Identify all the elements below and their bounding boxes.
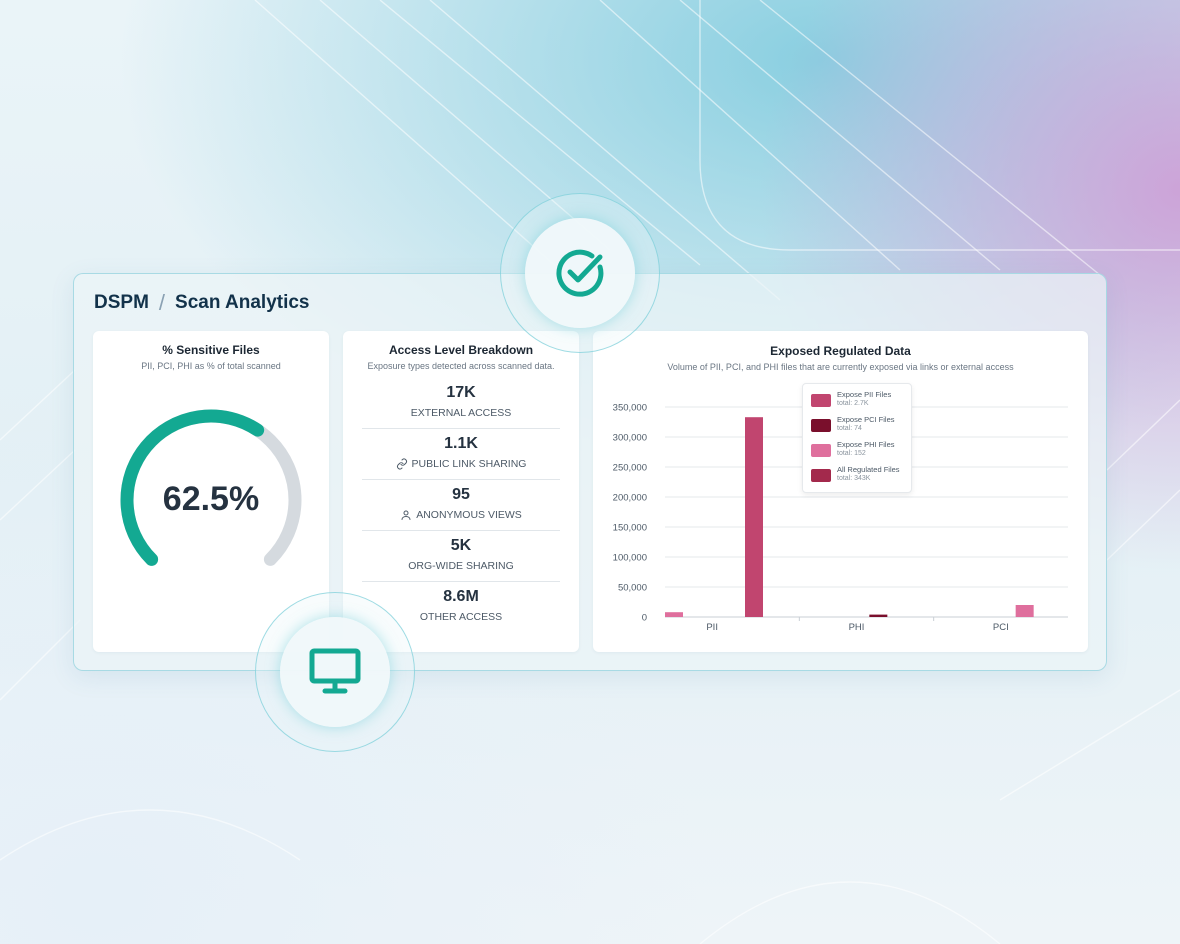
bar-phi [869,614,888,617]
y-tick-label: 0 [642,613,647,624]
breadcrumb-current: Scan Analytics [175,292,310,313]
access-value: 95 [452,486,470,503]
access-item-other[interactable]: 8.6M OTHER ACCESS [362,582,560,633]
legend-swatch [811,444,831,457]
legend-swatch [811,469,831,482]
legend-total: total: 343K [837,475,871,482]
legend-name: Expose PII Files [837,390,892,399]
access-value: 1.1K [444,435,478,452]
bar-pii [665,612,683,617]
access-label-row: EXTERNAL ACCESS [362,407,560,419]
legend-name: Expose PCI Files [837,415,895,424]
access-breakdown-card: Access Level Breakdown Exposure types de… [343,331,579,652]
bar-pii [745,417,763,617]
legend-item[interactable]: Expose PHI Files total: 152 [811,440,911,465]
sensitive-files-subtitle: PII, PCI, PHI as % of total scanned [141,361,281,371]
access-label-row: PUBLIC LINK SHARING [362,458,560,470]
access-item-public-link[interactable]: 1.1K PUBLIC LINK SHARING [362,429,560,480]
sensitive-files-title: % Sensitive Files [162,343,260,357]
exposed-data-card: 0 50,000 100,000 150,000 200,000 250,000 300,0… [593,331,1088,652]
gauge-fill [120,409,265,566]
legend-swatch [811,419,831,432]
legend-name: All Regulated Files [837,465,900,474]
exposed-data-title: Exposed Regulated Data [770,344,911,358]
access-label: ANONYMOUS VIEWS [416,509,522,521]
exposed-data-chart: 0 50,000 100,000 150,000 200,000 250,000 300,0… [613,403,1068,633]
sensitive-files-gauge [120,409,302,566]
y-tick-label: 250,000 [613,463,647,474]
y-tick-label: 150,000 [613,523,647,534]
legend-name: Expose PHI Files [837,440,895,449]
y-tick-label: 50,000 [618,583,647,594]
breadcrumb: DSPM / Scan Analytics [94,290,310,316]
access-breakdown-subtitle: Exposure types detected across scanned d… [367,361,555,371]
legend-item[interactable]: Expose PII Files total: 2.7K [811,390,911,415]
y-tick-label: 300,000 [613,433,647,444]
legend-item[interactable]: Expose PCI Files total: 74 [811,415,911,440]
legend-item[interactable]: All Regulated Files total: 343K [811,465,911,490]
scan-analytics-panel: DSPM / Scan Analytics % Sensitive Files … [73,273,1107,671]
access-value: 5K [450,537,472,554]
breadcrumb-separator: / [158,290,166,315]
access-label-row: ORG-WIDE SHARING [362,560,560,572]
y-tick-label: 350,000 [613,403,647,414]
chart-legend: Expose PII Files total: 2.7K Expose PCI … [802,383,912,493]
access-item-external[interactable]: 17K EXTERNAL ACCESS [362,378,560,429]
access-label: ORG-WIDE SHARING [408,560,514,572]
sensitive-files-value: 62.5% [162,480,260,518]
monitor-icon [309,648,361,694]
access-value: 8.6M [443,588,479,605]
x-tick-label: PII [706,622,718,633]
access-list: 17K EXTERNAL ACCESS 1.1K PUBLIC LINK SHA… [362,378,560,633]
bar-pci [1015,605,1034,617]
legend-total: total: 152 [837,450,866,457]
monitor-badge [255,592,415,752]
y-tick-label: 200,000 [613,493,647,504]
access-item-org-wide[interactable]: 5K ORG-WIDE SHARING [362,531,560,582]
y-tick-label: 100,000 [613,553,647,564]
check-circle-icon [556,249,604,297]
x-tick-label: PCI [993,622,1009,633]
check-badge-inner-ring [525,218,635,328]
user-icon [401,510,411,520]
access-label-row: OTHER ACCESS [362,611,560,623]
access-label: OTHER ACCESS [419,611,503,623]
access-breakdown-title: Access Level Breakdown [388,343,534,357]
access-label-row: ANONYMOUS VIEWS [362,509,560,521]
x-tick-label: PHI [849,622,865,633]
access-label: EXTERNAL ACCESS [410,407,512,419]
link-icon [396,458,407,470]
exposed-data-subtitle: Volume of PII, PCI, and PHI files that a… [667,362,1014,372]
access-label: PUBLIC LINK SHARING [411,458,527,470]
access-value: 17K [446,384,476,401]
access-item-anonymous[interactable]: 95 ANONYMOUS VIEWS [362,480,560,531]
legend-total: total: 2.7K [837,400,869,407]
breadcrumb-root[interactable]: DSPM [94,292,149,313]
legend-total: total: 74 [837,425,862,432]
check-badge [500,193,660,353]
sensitive-files-card: % Sensitive Files PII, PCI, PHI as % of … [93,331,329,652]
monitor-badge-inner-ring [280,617,390,727]
legend-swatch [811,394,831,407]
